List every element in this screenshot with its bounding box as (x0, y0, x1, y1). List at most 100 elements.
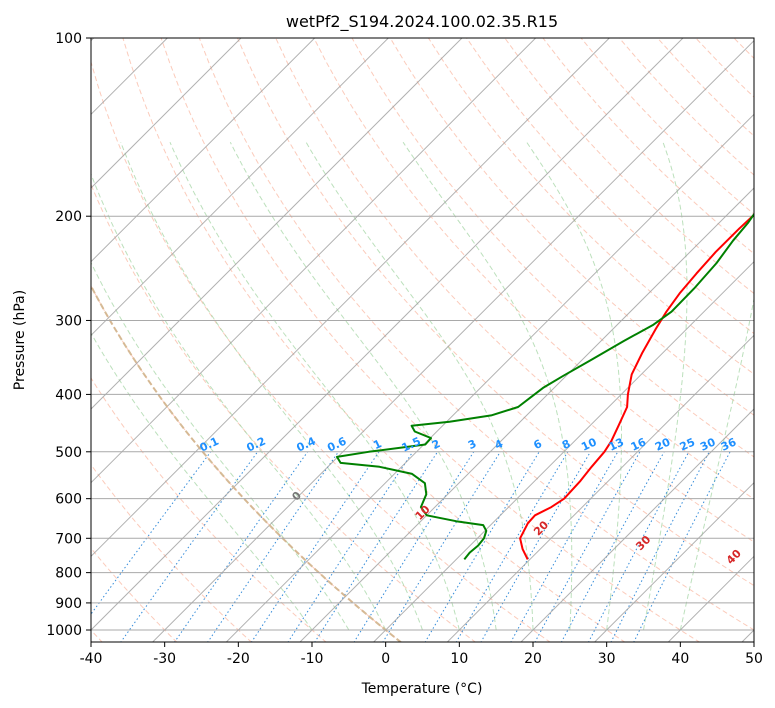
moist-adiabat-line (91, 332, 313, 631)
plot-frame (90, 37, 755, 643)
mixing-ratio-line (91, 451, 212, 615)
dry-adiabat-line (427, 38, 754, 375)
isotherm-line (91, 38, 537, 484)
isotherm-line (446, 334, 754, 642)
mixing-ratio-line (510, 451, 619, 642)
background-lines (91, 38, 754, 642)
isotherm-line (91, 38, 316, 263)
x-axis-title: Temperature (°C) (361, 681, 483, 697)
x-tick-label: 10 (450, 651, 468, 667)
y-tick-label: 400 (55, 387, 82, 403)
zero-theta-line (91, 284, 402, 642)
mixing-ratio-label: 25 (678, 435, 697, 453)
mixing-ratio-line (353, 451, 475, 642)
mixing-ratio-line (250, 451, 380, 642)
isotherm-line (91, 38, 610, 558)
y-tick-label: 900 (55, 596, 82, 612)
isotherm-line (299, 187, 754, 642)
mixing-ratio-line (534, 451, 641, 642)
moist-adiabat-line (643, 142, 688, 631)
x-tick-label: -40 (80, 651, 103, 667)
moist-adiabat-label: 0 (289, 489, 304, 504)
dry-adiabat-line (351, 38, 754, 458)
dry-adiabat-line (122, 38, 626, 642)
x-tick-label: -10 (301, 651, 324, 667)
mixing-ratio-line (455, 451, 569, 642)
mixing-ratio-line (314, 451, 439, 642)
isotherm-line (372, 260, 754, 642)
mixing-ratio-line (633, 451, 731, 642)
dry-adiabat-line (237, 38, 754, 587)
dry-adiabat-line (389, 38, 754, 416)
dewpoint-line (336, 212, 754, 561)
moist-adiabat-line (169, 142, 460, 631)
mixing-ratio-label: 10 (579, 435, 599, 453)
moist-adiabat-label: 40 (724, 547, 744, 567)
isotherm-line (593, 481, 754, 642)
dry-adiabat-line (504, 38, 754, 295)
moist-adiabat-label: 20 (531, 518, 551, 538)
dry-adiabat-line (91, 547, 178, 642)
isotherm-line (151, 39, 754, 642)
dry-adiabat-line (91, 183, 477, 642)
mixing-ratio-line (382, 451, 501, 642)
temperature-line (519, 213, 754, 560)
x-tick-label: 40 (671, 651, 689, 667)
chart-title: wetPf2_S194.2024.100.02.35.R15 (286, 12, 558, 32)
x-axis: -40 -30 -20 -10 0 10 20 30 40 50 (80, 642, 763, 667)
mixing-ratio-label: 30 (698, 435, 718, 453)
y-tick-label: 1000 (46, 623, 82, 639)
dry-adiabat-line (198, 38, 754, 631)
mixing-ratio-label: 20 (653, 435, 673, 453)
mixing-ratio-line (560, 451, 665, 642)
y-tick-label: 200 (55, 209, 82, 225)
isotherm-line (225, 113, 754, 642)
dry-adiabat-line (91, 463, 253, 642)
moist-adiabat-line (679, 296, 754, 631)
y-tick-label: 300 (55, 313, 82, 329)
mixing-ratio-line (610, 451, 710, 642)
mixing-ratio-line (207, 451, 339, 642)
dry-adiabat-line (91, 60, 551, 642)
y-tick-label: 600 (55, 492, 82, 508)
mixing-ratio-label: 16 (629, 435, 649, 453)
isotherm-line (91, 38, 389, 337)
dry-adiabat-line (160, 38, 701, 642)
x-tick-label: 0 (381, 651, 390, 667)
isotherm-line (667, 555, 754, 642)
profile-series (336, 212, 754, 561)
isotherm-line (91, 38, 463, 410)
dry-adiabat-line (275, 38, 754, 543)
dry-adiabat-line (91, 285, 402, 642)
dry-adiabat-line (91, 377, 327, 642)
mixing-ratio-label: 4 (493, 437, 506, 452)
x-tick-label: -20 (227, 651, 250, 667)
moist-adiabat-line (91, 261, 350, 631)
moist-adiabat-line (305, 141, 534, 630)
dry-adiabat-line (313, 38, 754, 500)
moist-adiabat-line (120, 142, 423, 631)
y-axis: 1000 900 800 700 600 500 400 300 200 100 (46, 31, 91, 639)
mixing-ratio-label: 6 (532, 437, 545, 452)
y-tick-label: 800 (55, 566, 82, 582)
moist-adiabat-line (229, 141, 497, 631)
isotherm-line (91, 38, 242, 189)
y-axis-title: Pressure (hPa) (12, 290, 28, 390)
x-tick-label: 30 (598, 651, 616, 667)
moist-adiabat-line (91, 172, 387, 631)
mixing-ratio-line (287, 451, 414, 642)
x-tick-label: 50 (745, 651, 763, 667)
mixing-ratio-label: 3 (466, 437, 478, 452)
mixing-ratio-label: 36 (719, 435, 739, 453)
y-tick-label: 100 (55, 31, 82, 47)
isotherm-line (91, 38, 684, 631)
x-tick-label: 20 (524, 651, 542, 667)
y-tick-label: 500 (55, 445, 82, 461)
mixing-ratio-label: 13 (607, 435, 626, 453)
isotherm-line (520, 408, 754, 642)
x-tick-label: -30 (153, 651, 176, 667)
mixing-ratio-label: 2 (430, 437, 442, 452)
mixing-ratio-line (173, 451, 309, 642)
y-tick-label: 700 (55, 531, 82, 547)
